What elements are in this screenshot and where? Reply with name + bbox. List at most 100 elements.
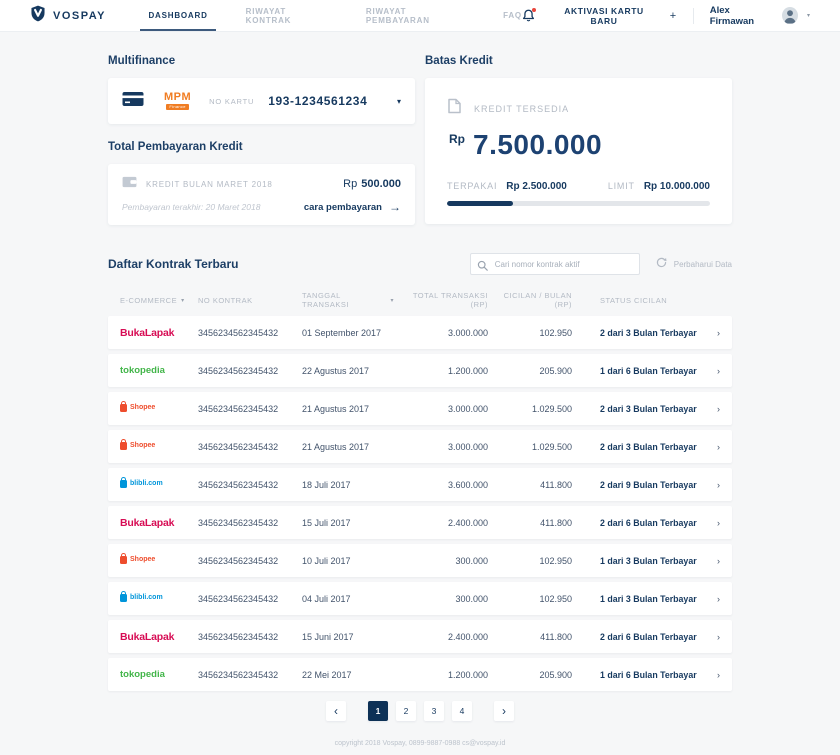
contract-row[interactable]: BukaLapak 3456234562345432 15 Juni 2017 … <box>108 620 732 653</box>
row-chevron-icon[interactable]: › <box>717 479 720 490</box>
installment-per-month: 411.800 <box>540 517 572 528</box>
brand-logo: blibli.com <box>130 480 163 487</box>
header-total-label: TOTAL TRANSAKSI (RP) <box>412 291 488 309</box>
header-tanggal[interactable]: TANGGAL TRANSAKSI ▾ <box>302 291 394 309</box>
refresh-data-button[interactable]: Perbaharui Data <box>656 255 732 273</box>
cara-pembayaran-link[interactable]: cara pembayaran → <box>304 200 401 214</box>
installment-status: 1 dari 6 Bulan Terbayar <box>600 669 697 680</box>
total-transaction: 3.000.000 <box>447 403 488 414</box>
row-chevron-icon[interactable]: › <box>717 631 720 642</box>
pagination-next-button[interactable]: › <box>494 701 514 721</box>
brand-logo: tokopedia <box>120 365 165 376</box>
pagination-page-2[interactable]: 2 <box>396 701 416 721</box>
ecommerce-brand-logo: Shopee <box>120 438 155 450</box>
installment-per-month: 205.900 <box>539 365 572 376</box>
top-navigation: VOSPAY DASHBOARD RIWAYAT KONTRAK RIWAYAT… <box>0 0 840 32</box>
pagination-page-1[interactable]: 1 <box>368 701 388 721</box>
transaction-date: 22 Mei 2017 <box>302 669 352 680</box>
nav-item-faq[interactable]: FAQ <box>503 11 522 20</box>
row-chevron-icon[interactable]: › <box>717 327 720 338</box>
credit-card-icon <box>122 91 144 112</box>
logo-text: VOSPAY <box>53 9 107 22</box>
available-currency: Rp <box>449 132 465 146</box>
terpakai-value: Rp 2.500.000 <box>506 181 567 192</box>
contract-number: 3456234562345432 <box>198 365 279 376</box>
contract-number: 3456234562345432 <box>198 669 279 680</box>
sort-caret-icon: ▾ <box>390 297 394 304</box>
ecommerce-brand-logo: blibli.com <box>120 590 163 602</box>
row-chevron-icon[interactable]: › <box>717 593 720 604</box>
installment-status: 2 dari 3 Bulan Terbayar <box>600 327 697 338</box>
pagination-page-4[interactable]: 4 <box>452 701 472 721</box>
transaction-date: 22 Agustus 2017 <box>302 365 370 376</box>
installment-status: 2 dari 3 Bulan Terbayar <box>600 403 697 414</box>
installment-status: 2 dari 6 Bulan Terbayar <box>600 517 697 528</box>
brand-bag-icon <box>120 590 127 602</box>
installment-status: 2 dari 9 Bulan Terbayar <box>600 479 697 490</box>
installment-status: 1 dari 3 Bulan Terbayar <box>600 593 697 604</box>
nav-divider <box>692 7 694 24</box>
mpm-finance-logo: MPM Finance <box>164 92 191 110</box>
nav-item-riwayat-kontrak[interactable]: RIWAYAT KONTRAK <box>245 6 292 25</box>
total-transaction: 1.200.000 <box>447 365 488 376</box>
card-number-value: 193-1234561234 <box>268 94 368 108</box>
nav-item-riwayat-pembayaran[interactable]: RIWAYAT PEMBAYARAN <box>365 6 430 25</box>
contract-row[interactable]: tokopedia 3456234562345432 22 Agustus 20… <box>108 354 732 387</box>
total-transaction: 2.400.000 <box>447 517 488 528</box>
brand-logo: BukaLapak <box>120 516 175 529</box>
pagination-prev-button[interactable]: ‹ <box>326 701 346 721</box>
arrow-right-icon: → <box>389 200 401 214</box>
brand-logo: BukaLapak <box>120 326 175 339</box>
header-no-kontrak-label: NO KONTRAK <box>198 295 253 305</box>
contract-number: 3456234562345432 <box>198 517 279 528</box>
contract-row[interactable]: BukaLapak 3456234562345432 01 September … <box>108 316 732 349</box>
footer-copyright: copyright 2018 Vospay, 0899-9887-0988 cs… <box>334 740 506 747</box>
card-dropdown-caret-icon[interactable]: ▾ <box>396 96 401 106</box>
contracts-section: Daftar Kontrak Terbaru Perbaha <box>108 253 732 721</box>
installment-per-month: 1.029.500 <box>531 403 572 414</box>
installment-per-month: 102.950 <box>539 327 572 338</box>
brand-bag-icon <box>120 552 127 564</box>
contract-row[interactable]: Shopee 3456234562345432 21 Agustus 2017 … <box>108 430 732 463</box>
search-input[interactable] <box>469 253 640 275</box>
credit-progress-fill <box>447 201 513 206</box>
row-chevron-icon[interactable]: › <box>717 669 720 680</box>
cara-pembayaran-label: cara pembayaran <box>303 201 382 213</box>
ecommerce-brand-logo: BukaLapak <box>120 517 174 529</box>
batas-kredit-title: Batas Kredit <box>425 55 493 67</box>
contract-row[interactable]: blibli.com 3456234562345432 18 Juli 2017… <box>108 468 732 501</box>
row-chevron-icon[interactable]: › <box>717 441 720 452</box>
ecommerce-brand-logo: BukaLapak <box>120 631 174 643</box>
installment-status: 2 dari 6 Bulan Terbayar <box>600 631 697 642</box>
contract-row[interactable]: Shopee 3456234562345432 21 Agustus 2017 … <box>108 392 732 425</box>
pagination: ‹ 1 2 3 4 › <box>108 701 732 721</box>
nav-item-dashboard[interactable]: DASHBOARD <box>140 0 216 31</box>
header-tanggal-label: TANGGAL TRANSAKSI <box>302 291 350 309</box>
header-ecommerce[interactable]: E-COMMERCE ▾ <box>120 296 198 305</box>
available-amount: 7.500.000 <box>473 129 603 160</box>
user-name: Alex Firmawan <box>709 4 755 27</box>
user-menu[interactable]: Alex Firmawan ▾ <box>710 5 810 27</box>
limit-label: LIMIT <box>607 181 635 191</box>
contract-row[interactable]: blibli.com 3456234562345432 04 Juli 2017… <box>108 582 732 615</box>
notification-bell-icon[interactable] <box>522 7 537 24</box>
contract-row[interactable]: Shopee 3456234562345432 10 Juli 2017 300… <box>108 544 732 577</box>
row-chevron-icon[interactable]: › <box>717 403 720 414</box>
contract-number: 3456234562345432 <box>198 593 279 604</box>
kredit-tersedia-label: KREDIT TERSEDIA <box>474 103 570 114</box>
row-chevron-icon[interactable]: › <box>717 365 720 376</box>
total-transaction: 300.000 <box>455 555 488 566</box>
pagination-page-3[interactable]: 3 <box>424 701 444 721</box>
total-transaction: 1.200.000 <box>447 669 488 680</box>
row-chevron-icon[interactable]: › <box>717 517 720 528</box>
contract-row[interactable]: BukaLapak 3456234562345432 15 Juli 2017 … <box>108 506 732 539</box>
aktivasi-kartu-baru-button[interactable]: AKTIVASI KARTU BARU + <box>552 6 677 26</box>
brand-logo: Shopee <box>130 404 156 411</box>
payment-value: 500.000 <box>361 178 401 190</box>
vospay-logo[interactable]: VOSPAY <box>30 5 118 27</box>
limit-value: Rp 10.000.000 <box>643 181 710 192</box>
contract-row[interactable]: tokopedia 3456234562345432 22 Mei 2017 1… <box>108 658 732 691</box>
ecommerce-brand-logo: tokopedia <box>120 669 165 680</box>
row-chevron-icon[interactable]: › <box>717 555 720 566</box>
last-payment-text: Pembayaran terakhir: 20 Maret 2018 <box>122 202 261 212</box>
